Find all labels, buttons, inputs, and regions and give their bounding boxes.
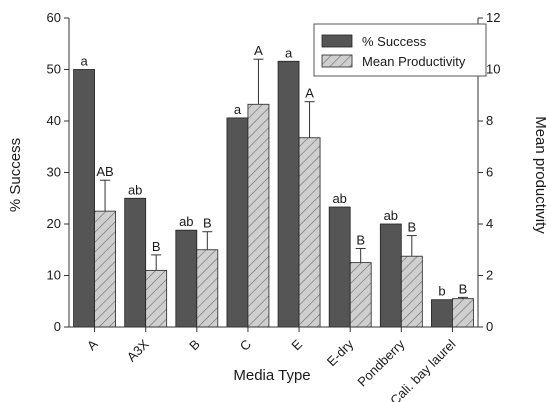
y-tick-label-left: 40 [47,113,61,128]
sig-label-success: b [438,284,445,299]
sig-label-success: ab [384,208,398,223]
y-tick-label-right: 0 [486,319,493,334]
y-tick-label-right: 8 [486,113,493,128]
sig-label-success: ab [179,214,193,229]
bar-productivity [350,263,371,327]
x-tick-label: A [84,336,101,353]
legend-label-success: % Success [362,34,427,49]
x-tick-label: E-dry [324,336,357,369]
bar-success [278,61,299,327]
sig-label-productivity: AB [96,164,113,179]
bar-productivity [146,270,167,327]
sig-label-productivity: A [305,86,314,101]
bar-success [329,207,350,327]
sig-label-productivity: B [152,239,161,254]
bar-productivity [401,256,422,327]
x-tick-label: C [237,337,254,354]
y-axis-left-title: % Success [7,138,24,212]
bar-productivity [197,250,218,327]
legend-label-productivity: Mean Productivity [362,54,466,69]
sig-label-success: a [234,102,242,117]
x-tick-label: Pondberry [354,336,407,389]
sig-label-success: ab [332,191,346,206]
sig-label-productivity: B [459,281,468,296]
y-tick-label-left: 10 [47,268,61,283]
legend-swatch-success [322,35,352,47]
y-tick-label-left: 60 [47,10,61,25]
y-tick-label-right: 6 [486,165,493,180]
y-tick-label-left: 50 [47,62,61,77]
y-tick-label-left: 0 [54,319,61,334]
sig-label-productivity: B [407,220,416,235]
y-tick-label-right: 12 [486,10,500,25]
x-tick-label: E [288,336,305,353]
bar-productivity [248,104,269,327]
bar-success [227,118,248,327]
bar-success [176,230,197,327]
sig-label-success: ab [128,182,142,197]
legend: % Success Mean Productivity [314,24,486,76]
bar-success [380,224,401,327]
sig-label-success: a [80,54,88,69]
y-tick-label-left: 20 [47,216,61,231]
x-tick-label: A3X [124,336,152,364]
bar-productivity [95,211,116,327]
bar-productivity [452,299,473,327]
bar-productivity [299,138,320,327]
sig-label-productivity: A [254,43,263,58]
sig-label-productivity: B [356,232,365,247]
x-tick-label: B [186,337,203,354]
bar-success [74,70,95,328]
y-axis-right-title: Mean productivity [532,116,546,234]
y-tick-label-right: 4 [486,216,493,231]
legend-swatch-productivity [322,55,352,67]
bar-success [125,198,146,327]
y-tick-label-left: 30 [47,165,61,180]
y-tick-label-right: 10 [486,62,500,77]
x-axis-title: Media Type [233,367,310,384]
sig-label-success: a [285,45,293,60]
y-tick-label-right: 2 [486,268,493,283]
sig-label-productivity: B [203,216,212,231]
bar-success [431,300,452,327]
